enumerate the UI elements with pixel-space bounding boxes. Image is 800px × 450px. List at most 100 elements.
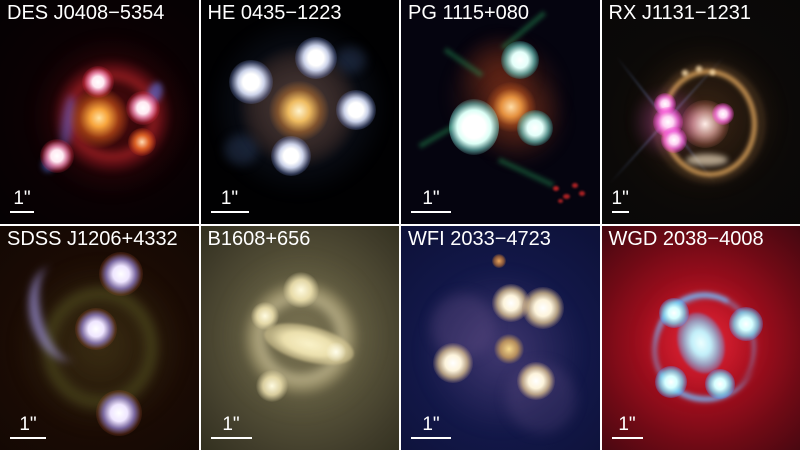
quasar-image [126, 91, 160, 125]
panel-b1608-656: B1608+656 1" [200, 226, 399, 450]
panel-title: SDSS J1206+4332 [7, 228, 178, 250]
halo-clump [431, 294, 495, 358]
scale-bar: 1" [611, 415, 643, 439]
nebulosity [473, 72, 568, 167]
scale-bar-label: 1" [220, 188, 239, 209]
diffraction-spike [608, 56, 725, 184]
scale-bar-line [611, 437, 643, 439]
lens-galaxy [68, 87, 130, 149]
halo-clump [335, 47, 366, 73]
quasar-image [75, 308, 117, 350]
einstein-ring-arc [642, 290, 766, 412]
panel-title: RX J1131−1231 [608, 2, 752, 24]
ring-knot [282, 272, 319, 308]
quasar-image [704, 369, 735, 399]
halo-clump [223, 135, 258, 165]
einstein-ring-arc [640, 278, 770, 412]
ring-knot [707, 68, 717, 77]
quasar-image [660, 127, 687, 153]
quasar-image [658, 298, 689, 328]
nebulosity [446, 35, 566, 155]
scale-bar-line [210, 437, 252, 439]
scale-bar-label: 1" [222, 414, 240, 435]
quasar-image [654, 366, 687, 398]
panel-title: B1608+656 [207, 228, 311, 250]
scale-bar: 1" [612, 189, 629, 213]
lens-galaxy [669, 306, 732, 380]
magenta-halo [630, 85, 705, 159]
scale-bar-line [411, 437, 451, 439]
quasar-image [522, 287, 564, 329]
galaxy-core [325, 342, 346, 362]
scale-bar-label: 1" [422, 414, 440, 435]
blue-arc [42, 158, 54, 172]
blue-arc [144, 80, 166, 106]
red-glow [641, 281, 762, 401]
quasar-image [517, 362, 555, 400]
einstein-ring [52, 58, 172, 174]
quasar-image [711, 103, 734, 125]
quasar-image [492, 284, 530, 322]
panel-des-j0408-5354: DES J0408−5354 1" [0, 0, 199, 224]
diffraction-spike [497, 157, 555, 188]
quasar-image [40, 139, 74, 173]
nebulosity [458, 32, 538, 112]
scale-bar-line [611, 211, 629, 213]
ring-knot [679, 68, 690, 78]
quasar-image [433, 343, 473, 383]
quasar-image [294, 37, 337, 79]
red-speckle [553, 186, 559, 191]
panel-wgd-2038-4008: WGD 2038−4008 1" [601, 226, 800, 450]
quasar-image [228, 60, 273, 104]
blue-arc [58, 94, 78, 148]
quasar-image-merged-pair [449, 99, 499, 155]
ring-knot [693, 64, 704, 74]
quasar-image [99, 252, 143, 296]
ring-arc-bright [685, 154, 728, 166]
panel-wfi-2033-4723: WFI 2033−4723 1" [401, 226, 600, 450]
panel-pg-1115-080: PG 1115+080 1" [401, 0, 600, 224]
scale-bar: 1" [210, 188, 249, 213]
scale-bar-line [10, 437, 46, 439]
einstein-ring [655, 64, 762, 182]
red-speckle [572, 183, 578, 188]
quasar-image [128, 128, 156, 156]
foreground-star [492, 254, 506, 268]
diffraction-spike [443, 47, 484, 78]
lensed-arc [19, 257, 108, 369]
red-speckle [558, 199, 563, 203]
outer-glow [630, 43, 781, 193]
scale-bar-line [10, 211, 34, 213]
panel-he-0435-1223: HE 0435−1223 1" [200, 0, 399, 224]
red-speckle [563, 194, 570, 199]
blue-halo [210, 16, 387, 198]
lens-galaxy [680, 100, 729, 148]
haze [225, 256, 376, 416]
einstein-ring-outer [647, 58, 770, 188]
quasar-image [82, 66, 114, 98]
red-speckle [579, 191, 585, 196]
scale-bar-label: 1" [13, 188, 31, 209]
olive-ring [30, 274, 170, 422]
scale-bar: 1" [411, 415, 451, 439]
quasar-image [501, 41, 539, 79]
scale-bar-line [210, 211, 249, 213]
quasar-image [335, 90, 376, 130]
scale-bar: 1" [411, 189, 451, 213]
quasar-image [517, 110, 553, 146]
scale-bar: 1" [10, 415, 46, 439]
panel-rx-j1131-1231: RX J1131−1231 1" [601, 0, 800, 224]
scale-bar: 1" [10, 189, 34, 213]
scale-bar-label: 1" [611, 188, 629, 209]
diffraction-spike [615, 56, 716, 184]
diffraction-spike [418, 116, 469, 149]
quasar-image [96, 390, 142, 436]
red-glow [32, 36, 192, 196]
scale-bar: 1" [210, 414, 252, 439]
lens-galaxy [268, 81, 329, 141]
panel-title: DES J0408−5354 [7, 2, 165, 24]
lens-galaxy [494, 334, 524, 364]
panel-title: WFI 2033−4723 [408, 228, 551, 250]
quasar-image [653, 93, 676, 115]
